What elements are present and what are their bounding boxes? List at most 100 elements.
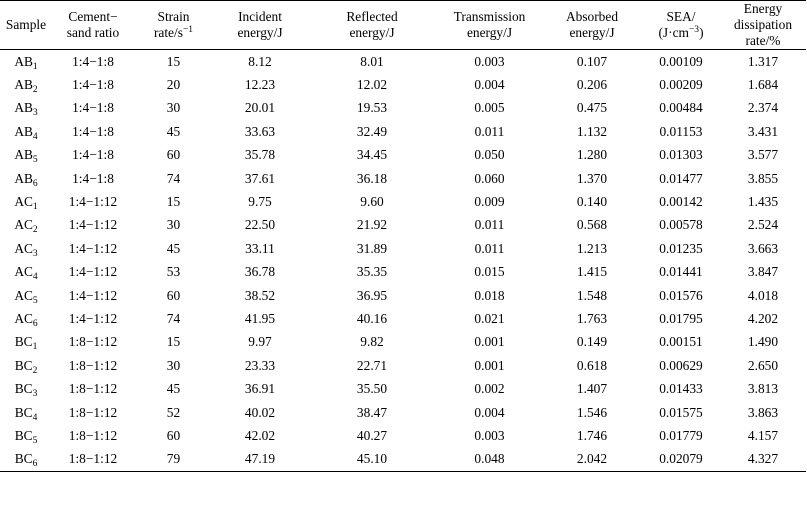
strain-rate-cell: 15: [166, 194, 181, 210]
incident-energy-cell: 40.02: [244, 404, 276, 420]
transmission-energy-cell: 0.011: [474, 217, 505, 233]
transmission-energy-cell: 0.002: [474, 381, 505, 397]
sea-cell: 0.00629: [659, 357, 703, 373]
sample-subscript: 6: [32, 178, 38, 189]
sample-prefix: AB: [14, 53, 33, 69]
sample-subscript: 5: [32, 155, 38, 166]
reflected-energy-cell: 32.49: [356, 123, 388, 139]
dissipation-rate-cell: 1.435: [747, 194, 779, 210]
reflected-energy-cell: 34.45: [356, 147, 388, 163]
strain-rate-cell: 20: [166, 77, 181, 93]
transmission-energy-cell: 0.004: [474, 404, 505, 420]
table-row: BC6 1:8−1:12 79 47.19 45.10 0.048 2.042 0.02079…: [0, 447, 806, 473]
header-transmission-energy: Transmission energy/J: [437, 0, 542, 50]
header-energy-dissipation-rate: Energy dissipation rate/%: [720, 0, 806, 50]
header-rate-line2: rate/%: [745, 33, 781, 48]
absorbed-energy-cell: 1.407: [576, 381, 608, 397]
sample-cell: BC3: [0, 377, 52, 400]
sea-cell: 0.00151: [659, 334, 703, 350]
incident-energy-cell: 8.12: [248, 53, 272, 69]
sample-cell: AB3: [0, 97, 52, 120]
strain-rate-cell: 45: [166, 381, 181, 397]
cement-sand-ratio-cell: 1:4−1:8: [72, 77, 114, 93]
table-row: AB5 1:4−1:8 60 35.78 34.45 0.050 1.280 0.01303 3…: [0, 144, 806, 167]
reflected-energy-cell: 21.92: [356, 217, 388, 233]
absorbed-energy-cell: 0.618: [576, 357, 608, 373]
reflected-energy-cell: 31.89: [356, 240, 388, 256]
incident-energy-cell: 33.11: [245, 240, 275, 256]
absorbed-energy-cell: 1.132: [576, 123, 608, 139]
reflected-energy-cell: 35.50: [356, 381, 388, 397]
header-strain-rate: Strain rate/s−1: [134, 0, 213, 50]
strain-rate-cell: 45: [166, 123, 181, 139]
incident-energy-cell: 12.23: [244, 77, 276, 93]
dissipation-rate-cell: 3.855: [747, 170, 779, 186]
cement-sand-ratio-cell: 1:4−1:8: [72, 53, 114, 69]
dissipation-rate-cell: 3.847: [747, 264, 779, 280]
header-sea-line2-wrap: (J·cm−3): [642, 25, 720, 41]
strain-rate-cell: 53: [166, 264, 181, 280]
sea-cell: 0.01433: [659, 381, 703, 397]
sample-cell: AB6: [0, 167, 52, 190]
header-sea: SEA/ (J·cm−3): [642, 0, 720, 50]
absorbed-energy-cell: 1.548: [576, 287, 608, 303]
header-absorbed-energy: Absorbed energy/J: [542, 0, 642, 50]
cement-sand-ratio-cell: 1:4−1:12: [68, 240, 118, 256]
sample-prefix: AC: [14, 264, 33, 280]
header-absorbed-line2: energy/J: [569, 25, 615, 40]
transmission-energy-cell: 0.048: [437, 447, 542, 473]
sample-subscript: 3: [32, 248, 38, 259]
transmission-energy-cell: 0.060: [474, 170, 505, 186]
sample-cell: AC4: [0, 261, 52, 284]
transmission-energy-cell: 0.003: [474, 53, 505, 69]
sample-cell: AB2: [0, 73, 52, 96]
header-sea-line2: (J·cm: [658, 25, 689, 40]
strain-rate-cell: 30: [166, 217, 181, 233]
sea-cell: 0.00484: [659, 100, 703, 116]
sample-subscript: 2: [32, 365, 38, 376]
sample-prefix: AC: [14, 240, 33, 256]
sample-cell: BC4: [0, 401, 52, 424]
strain-rate-cell: 74: [166, 310, 181, 326]
sample-prefix: AC: [14, 217, 33, 233]
sample-subscript: 3: [32, 108, 38, 119]
cement-sand-ratio-cell: 1:8−1:12: [52, 447, 134, 473]
absorbed-energy-cell: 0.475: [576, 100, 608, 116]
table-row: AC1 1:4−1:12 15 9.75 9.60 0.009 0.140 0.00142 1.…: [0, 190, 806, 213]
header-transmission-line2: energy/J: [466, 25, 513, 40]
incident-energy-cell: 23.33: [244, 357, 276, 373]
sea-cell: 0.00109: [659, 53, 703, 69]
reflected-energy-cell: 9.82: [360, 334, 384, 350]
sample-subscript: 1: [32, 61, 38, 72]
sample-prefix: AB: [14, 77, 33, 93]
absorbed-energy-cell: 1.763: [576, 310, 608, 326]
transmission-energy-cell: 0.009: [474, 194, 505, 210]
strain-rate-cell: 15: [166, 334, 181, 350]
transmission-energy-cell: 0.018: [474, 287, 505, 303]
strain-rate-cell: 79: [134, 447, 213, 473]
dissipation-rate-cell: 1.490: [747, 334, 779, 350]
table-row: AC3 1:4−1:12 45 33.11 31.89 0.011 1.213 0.01235…: [0, 237, 806, 260]
transmission-energy-cell: 0.003: [474, 427, 505, 443]
sample-prefix: BC: [14, 381, 33, 397]
incident-energy-cell: 36.91: [244, 381, 276, 397]
transmission-energy-cell: 0.021: [474, 310, 505, 326]
cement-sand-ratio-cell: 1:4−1:12: [68, 194, 118, 210]
sample-subscript: 4: [32, 412, 38, 423]
transmission-energy-cell: 0.011: [474, 240, 505, 256]
reflected-energy-cell: 22.71: [356, 357, 388, 373]
dissipation-rate-cell: 3.663: [747, 240, 779, 256]
table-row: BC2 1:8−1:12 30 23.33 22.71 0.001 0.618 0.00629…: [0, 354, 806, 377]
incident-energy-cell: 37.61: [244, 170, 276, 186]
sample-prefix: BC: [14, 357, 33, 373]
header-transmission-line1: Transmission: [453, 9, 526, 24]
header-sample-label: Sample: [5, 17, 47, 32]
strain-rate-cell: 30: [166, 100, 181, 116]
absorbed-energy-cell: 0.149: [576, 334, 608, 350]
sample-subscript: 4: [32, 272, 38, 283]
sample-prefix: BC: [14, 404, 33, 420]
strain-rate-cell: 30: [166, 357, 181, 373]
table-body: AB1 1:4−1:8 15 8.12 8.01 0.003 0.107 0.00109 1.3…: [0, 50, 806, 473]
header-sea-line1: SEA/: [666, 9, 696, 24]
sea-cell: 0.01575: [659, 404, 703, 420]
